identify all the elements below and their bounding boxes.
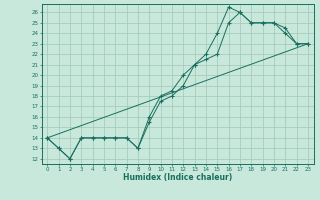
X-axis label: Humidex (Indice chaleur): Humidex (Indice chaleur) [123,173,232,182]
